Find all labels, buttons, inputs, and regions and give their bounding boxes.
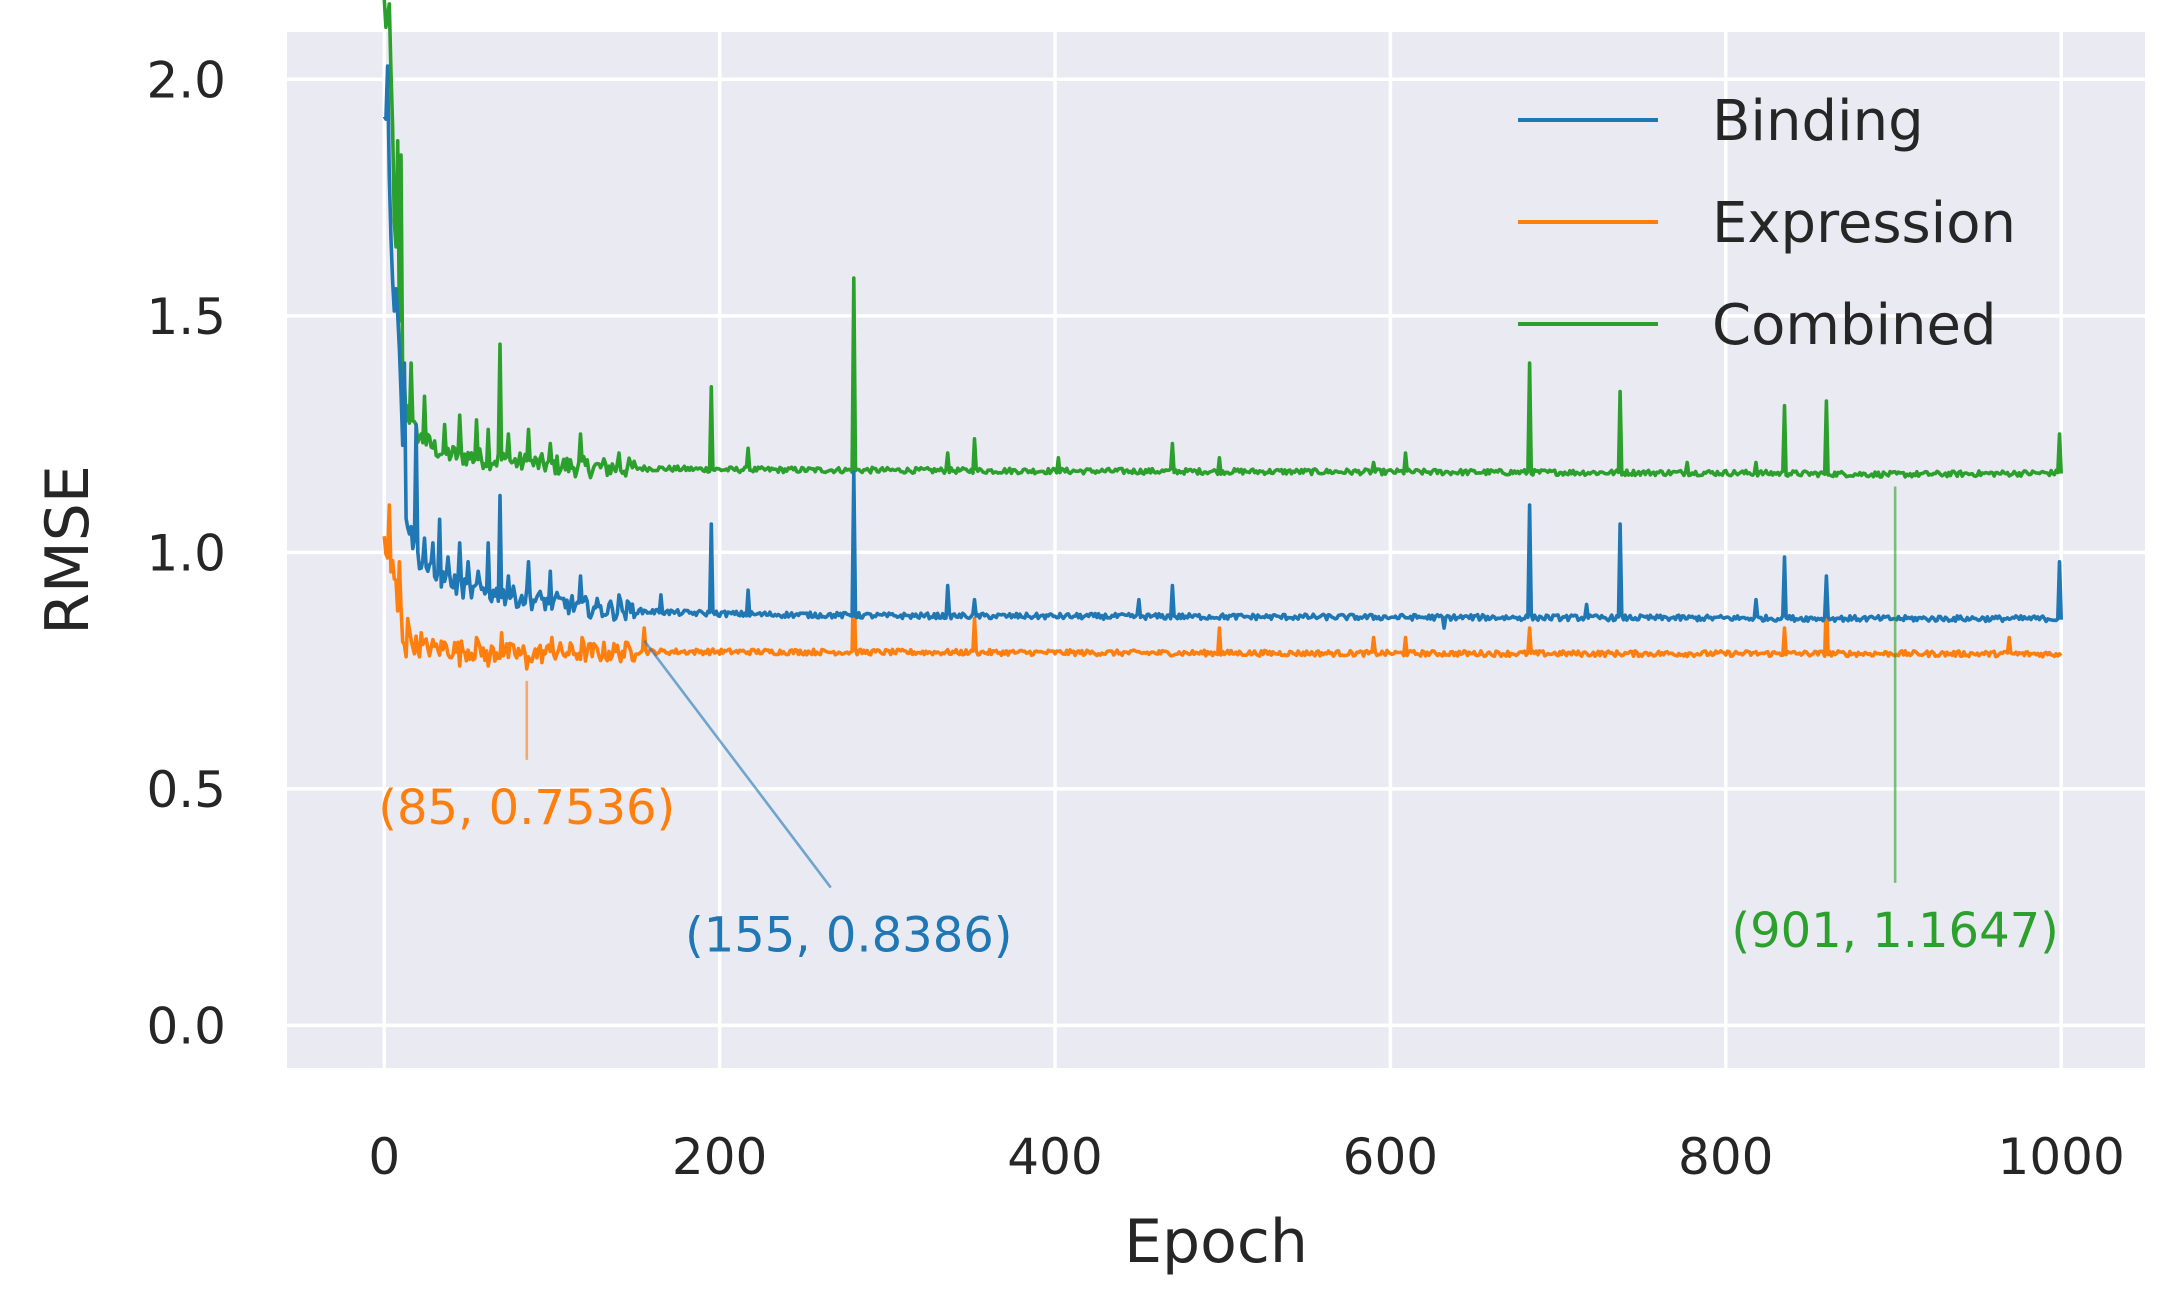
plot-background xyxy=(287,32,2145,1068)
annotations: (155, 0.8386) (85, 0.7536) (901, 1.1647) xyxy=(378,486,2059,964)
x-tick-label: 200 xyxy=(672,1128,767,1186)
series-line-expression xyxy=(382,503,2063,671)
annotation-label-combined: (901, 1.1647) xyxy=(1731,903,2059,959)
y-axis-title: RMSE xyxy=(33,465,103,634)
annotation-arrow-binding xyxy=(643,639,832,889)
x-tick-label: 600 xyxy=(1343,1128,1438,1186)
annotation-label-expression: (85, 0.7536) xyxy=(378,780,675,836)
legend-label-binding: Binding xyxy=(1712,89,1924,154)
y-tick-labels: 0.0 0.5 1.0 1.5 2.0 xyxy=(146,51,226,1055)
x-tick-label: 800 xyxy=(1678,1128,1773,1186)
legend-label-expression: Expression xyxy=(1712,191,2016,256)
legend: Binding Expression Combined xyxy=(1518,89,2016,358)
x-tick-label: 400 xyxy=(1007,1128,1102,1186)
x-tick-label: 1000 xyxy=(1998,1128,2125,1186)
series-lines xyxy=(382,0,2063,671)
x-axis-title: Epoch xyxy=(1124,1207,1308,1277)
annotation-label-binding: (155, 0.8386) xyxy=(685,908,1013,964)
legend-label-combined: Combined xyxy=(1712,293,1997,358)
x-tick-labels: 0 200 400 600 800 1000 xyxy=(368,1128,2124,1186)
gridlines xyxy=(287,32,2145,1068)
y-tick-label: 2.0 xyxy=(146,51,226,109)
y-tick-label: 0.5 xyxy=(146,761,226,819)
y-tick-label: 0.0 xyxy=(146,997,226,1055)
x-tick-label: 0 xyxy=(368,1128,400,1186)
y-tick-label: 1.5 xyxy=(146,288,226,346)
series-line-binding xyxy=(382,64,2063,630)
y-tick-label: 1.0 xyxy=(146,524,226,582)
series-line-combined xyxy=(382,0,2063,480)
